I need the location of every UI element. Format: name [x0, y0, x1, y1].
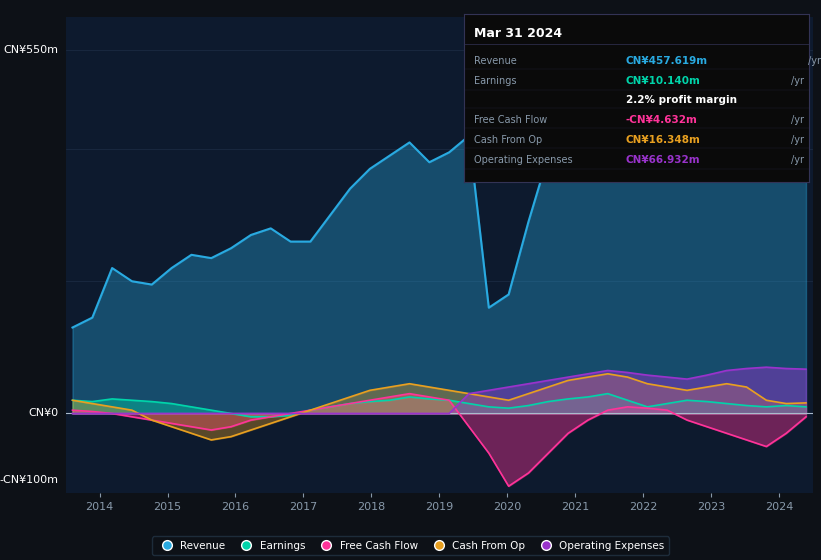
- Text: Earnings: Earnings: [475, 76, 516, 86]
- Text: CN¥10.140m: CN¥10.140m: [626, 76, 701, 86]
- Text: /yr: /yr: [791, 115, 805, 125]
- Text: CN¥0: CN¥0: [28, 408, 58, 418]
- Text: CN¥16.348m: CN¥16.348m: [626, 135, 701, 145]
- Text: Cash From Op: Cash From Op: [475, 135, 543, 145]
- Text: 2.2% profit margin: 2.2% profit margin: [626, 95, 737, 105]
- Text: Free Cash Flow: Free Cash Flow: [475, 115, 548, 125]
- Text: Revenue: Revenue: [475, 56, 517, 66]
- Text: -CN¥4.632m: -CN¥4.632m: [626, 115, 698, 125]
- Text: Operating Expenses: Operating Expenses: [475, 155, 573, 165]
- Text: /yr: /yr: [791, 155, 805, 165]
- Text: -CN¥100m: -CN¥100m: [0, 474, 58, 484]
- Text: CN¥457.619m: CN¥457.619m: [626, 56, 708, 66]
- Legend: Revenue, Earnings, Free Cash Flow, Cash From Op, Operating Expenses: Revenue, Earnings, Free Cash Flow, Cash …: [152, 536, 669, 555]
- Text: Mar 31 2024: Mar 31 2024: [475, 27, 562, 40]
- Text: /yr: /yr: [791, 76, 805, 86]
- Text: CN¥550m: CN¥550m: [3, 45, 58, 55]
- Text: CN¥66.932m: CN¥66.932m: [626, 155, 700, 165]
- Text: /yr: /yr: [791, 135, 805, 145]
- Text: /yr: /yr: [808, 56, 821, 66]
